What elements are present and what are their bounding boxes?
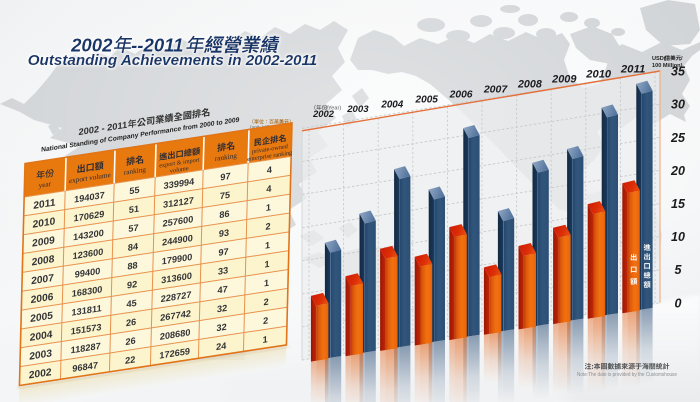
svg-text:47: 47	[217, 284, 227, 295]
svg-text:/: /	[681, 56, 683, 62]
svg-text:2003: 2003	[346, 104, 369, 115]
svg-text:0: 0	[675, 296, 682, 310]
svg-text:2004: 2004	[30, 329, 53, 343]
svg-text:2010: 2010	[32, 216, 55, 230]
svg-text:2: 2	[263, 315, 268, 326]
svg-text:32: 32	[217, 303, 227, 314]
svg-text:2004: 2004	[380, 99, 403, 110]
svg-text:2: 2	[265, 221, 270, 232]
svg-text:45: 45	[126, 298, 136, 309]
svg-text:88: 88	[127, 260, 137, 271]
svg-text:volume: volume	[170, 165, 189, 175]
svg-text:118287: 118287	[70, 341, 100, 356]
svg-text:10: 10	[671, 230, 685, 244]
svg-text:100 Million): 100 Million)	[652, 63, 683, 69]
svg-text:151573: 151573	[71, 322, 102, 337]
svg-text:Note:The date is provided by t: Note:The date is provided by the Customs…	[577, 372, 677, 378]
svg-text:93: 93	[219, 227, 229, 238]
svg-text:year: year	[39, 180, 52, 190]
svg-text:96847: 96847	[72, 360, 98, 374]
svg-text:33: 33	[218, 265, 228, 276]
svg-text:2009: 2009	[551, 74, 577, 86]
svg-text:1: 1	[265, 240, 270, 251]
svg-text:2006: 2006	[449, 89, 473, 100]
svg-text:ranking: ranking	[124, 166, 147, 177]
svg-text:1: 1	[264, 278, 269, 289]
svg-text:2009: 2009	[32, 235, 55, 249]
svg-text:123600: 123600	[73, 247, 104, 262]
svg-text:170629: 170629	[73, 209, 104, 224]
svg-text:USD(: USD(	[652, 56, 666, 62]
svg-text:2008: 2008	[517, 79, 542, 91]
svg-text:1: 1	[264, 259, 269, 270]
svg-text:--: --	[131, 35, 143, 56]
svg-text:22: 22	[125, 354, 135, 365]
svg-text:208680: 208680	[160, 327, 191, 342]
svg-text:2010: 2010	[585, 69, 612, 81]
svg-text:267742: 267742	[160, 308, 191, 323]
svg-text:2002: 2002	[70, 35, 113, 56]
svg-text:97: 97	[218, 246, 228, 257]
svg-text:2005: 2005	[30, 311, 53, 325]
svg-text:ranking: ranking	[215, 152, 238, 163]
svg-text:5: 5	[675, 263, 683, 277]
svg-text:2002: 2002	[29, 367, 52, 381]
svg-text:4: 4	[266, 183, 272, 194]
svg-text:15: 15	[671, 197, 686, 211]
svg-text:2006: 2006	[31, 292, 54, 306]
svg-text:194037: 194037	[74, 190, 105, 205]
svg-text:51: 51	[129, 204, 139, 215]
svg-text:2011: 2011	[143, 35, 184, 56]
svg-text:2011: 2011	[620, 64, 645, 76]
svg-text:2003: 2003	[29, 348, 52, 362]
svg-text:179900: 179900	[162, 252, 193, 267]
svg-text:172659: 172659	[159, 346, 190, 361]
svg-text:26: 26	[125, 336, 135, 347]
svg-text:99400: 99400	[75, 266, 101, 280]
svg-text:26: 26	[126, 317, 136, 328]
svg-text:2007: 2007	[31, 273, 54, 287]
svg-text:84: 84	[128, 241, 139, 253]
svg-text:92: 92	[127, 279, 137, 290]
svg-text:1: 1	[262, 334, 267, 345]
svg-text:57: 57	[128, 222, 138, 233]
svg-text:2005: 2005	[415, 94, 439, 105]
svg-text:2: 2	[263, 297, 268, 308]
svg-text:339994: 339994	[163, 176, 195, 191]
svg-text:55: 55	[129, 185, 139, 196]
svg-text:4: 4	[267, 165, 273, 176]
svg-text:168300: 168300	[72, 284, 103, 299]
svg-text:143200: 143200	[73, 228, 104, 243]
svg-text:25: 25	[670, 131, 686, 145]
svg-text:2002: 2002	[312, 108, 335, 119]
svg-text:1: 1	[266, 202, 271, 213]
svg-text:97: 97	[220, 171, 230, 182]
svg-text:Outstanding Achievements in 20: Outstanding Achievements in 2002-2011	[28, 52, 318, 69]
svg-text:75: 75	[220, 190, 230, 201]
svg-text:/Year): /Year)	[327, 106, 342, 112]
svg-text:313600: 313600	[161, 271, 192, 286]
svg-text:2011: 2011	[33, 198, 56, 212]
svg-text:2008: 2008	[32, 254, 55, 268]
svg-text:257600: 257600	[162, 214, 193, 229]
svg-text:35: 35	[671, 65, 686, 79]
svg-text:32: 32	[216, 322, 226, 333]
svg-text:244900: 244900	[162, 233, 193, 248]
svg-text:86: 86	[219, 209, 229, 220]
svg-text:228727: 228727	[161, 290, 192, 305]
svg-text:2007: 2007	[483, 84, 509, 96]
svg-text:312127: 312127	[163, 195, 194, 210]
svg-text:131811: 131811	[71, 303, 101, 318]
svg-text:24: 24	[216, 340, 227, 352]
svg-text:30: 30	[671, 98, 685, 112]
svg-text:20: 20	[670, 164, 685, 178]
